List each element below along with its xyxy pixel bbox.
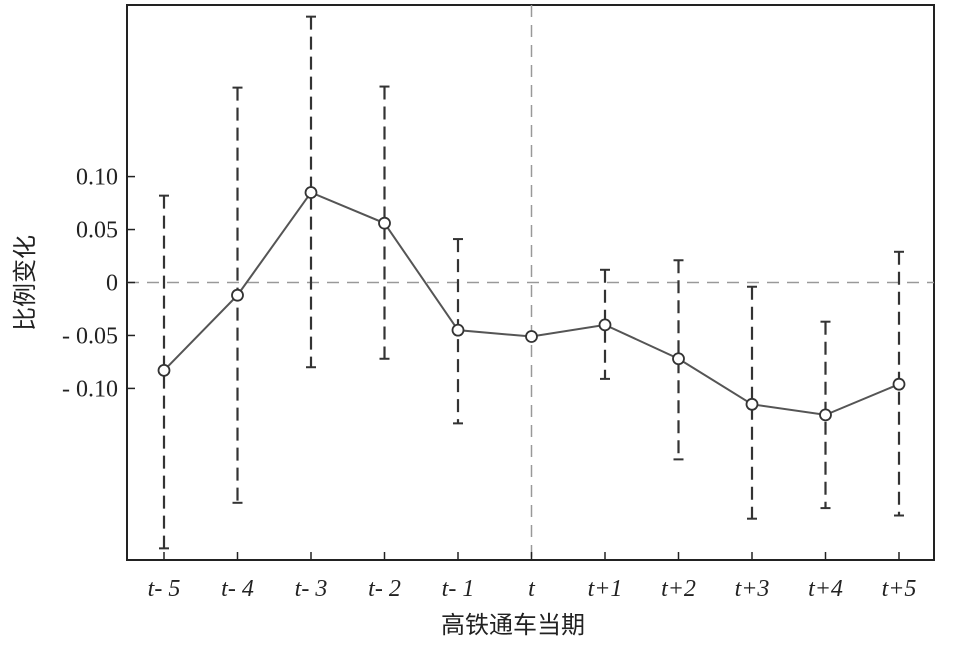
y-axis: 0.10 0.05 0 - 0.05 - 0.10: [62, 165, 135, 402]
x-tick-label: t- 4: [221, 576, 254, 602]
y-tick-label: 0.05: [76, 218, 118, 244]
x-tick-label: t+5: [882, 576, 917, 602]
data-point: [451, 323, 465, 337]
data-point: [525, 330, 538, 343]
x-tick-label: t: [528, 576, 536, 602]
data-point: [745, 397, 759, 411]
x-tick-label: t+4: [808, 576, 843, 602]
data-point: [378, 216, 391, 230]
y-tick-label: 0: [106, 271, 118, 297]
data-point: [672, 352, 685, 366]
data-point: [157, 364, 171, 377]
y-tick-label: - 0.10: [62, 376, 118, 402]
x-tick-label: t+3: [735, 576, 770, 602]
x-tick-label: t+2: [661, 576, 696, 602]
x-tick-label: t+1: [588, 576, 623, 602]
x-tick-label: t- 5: [148, 576, 181, 602]
data-points: [157, 186, 906, 422]
y-axis-title: 比例变化: [11, 235, 39, 331]
data-point: [819, 408, 832, 422]
x-axis-title: 高铁通车当期: [441, 611, 585, 639]
data-point: [304, 186, 318, 199]
reference-lines: [127, 5, 934, 560]
data-point: [231, 288, 244, 302]
y-tick-label: - 0.05: [62, 323, 118, 349]
data-point: [598, 318, 612, 332]
x-tick-label: t- 3: [295, 576, 328, 602]
data-point: [892, 377, 906, 391]
x-tick-label: t- 2: [368, 576, 401, 602]
x-axis: t- 5 t- 4 t- 3 t- 2 t- 1 t t+1 t+2 t+3 t+4 t+5: [148, 552, 917, 602]
x-tick-label: t- 1: [442, 576, 475, 602]
y-tick-label: 0.10: [76, 165, 118, 191]
